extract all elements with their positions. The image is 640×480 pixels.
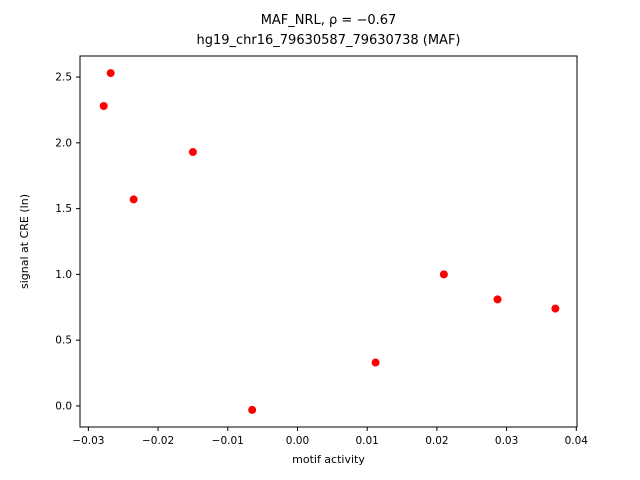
x-tick-label: 0.04 (565, 435, 589, 447)
data-point (99, 101, 108, 110)
x-tick-label: −0.03 (72, 435, 104, 447)
data-point (188, 148, 197, 157)
x-tick-label: 0.00 (286, 435, 309, 447)
data-point (493, 295, 502, 304)
data-point (106, 69, 115, 78)
data-point (248, 405, 257, 414)
data-point (551, 304, 560, 313)
data-point (371, 358, 380, 367)
data-point (439, 270, 448, 279)
y-tick-label: 0.0 (55, 400, 72, 412)
x-tick-label: 0.03 (495, 435, 518, 447)
y-tick-label: 2.0 (55, 137, 72, 149)
x-tick-label: −0.02 (142, 435, 174, 447)
data-point (129, 195, 138, 204)
chart-title: MAF_NRL, ρ = −0.67 (261, 13, 397, 28)
y-axis-label: signal at CRE (ln) (18, 194, 31, 289)
y-tick-label: 0.5 (55, 335, 72, 347)
y-tick-label: 1.5 (55, 203, 72, 215)
plot-border (79, 55, 578, 428)
chart-subtitle: hg19_chr16_79630587_79630738 (MAF) (196, 33, 460, 48)
x-tick-label: 0.01 (355, 435, 378, 447)
x-tick-label: 0.02 (425, 435, 448, 447)
x-tick-label: −0.01 (212, 435, 244, 447)
y-tick-label: 2.5 (55, 72, 72, 84)
y-tick-label: 1.0 (55, 269, 72, 281)
x-axis-label: motif activity (292, 453, 365, 466)
